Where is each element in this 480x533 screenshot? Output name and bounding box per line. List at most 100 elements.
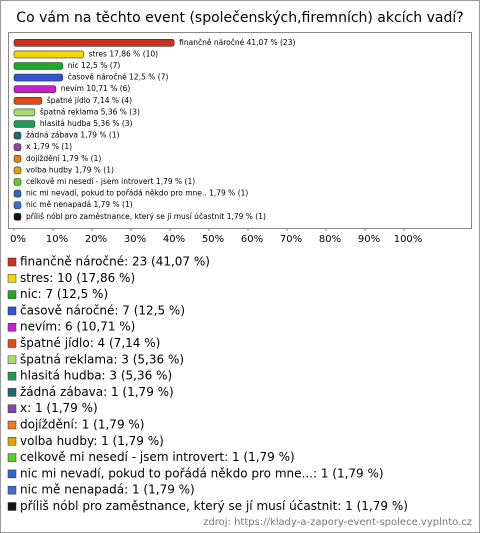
bar <box>13 38 175 47</box>
legend-label: stres: 10 (17,86 %) <box>20 271 135 285</box>
legend-label: časově náročné: 7 (12,5 %) <box>20 303 185 317</box>
bar-label: špatná reklama 5,36 % (3) <box>40 107 140 116</box>
category-label: celkově mi nesedí - jsem introvert <box>26 177 154 186</box>
bar <box>13 108 36 117</box>
bar <box>13 131 22 140</box>
category-label: stres <box>89 49 107 58</box>
value-label: 5,36 % <box>93 119 119 128</box>
count-label: (1) <box>103 165 114 174</box>
legend-label: žádná zábava: 1 (1,79 %) <box>20 385 174 399</box>
value-label: 1,79 % <box>156 177 182 186</box>
count-label: (1) <box>91 154 102 163</box>
legend-label: nic mi nevadí, pokud to pořádá někdo pro… <box>20 466 384 480</box>
x-tick-label: 40% <box>163 234 185 245</box>
category-label: časově náročné <box>68 73 127 82</box>
value-label: 17,86 % <box>109 49 140 58</box>
bar <box>13 213 22 221</box>
count-label: (7) <box>110 61 121 70</box>
count-label: (6) <box>120 84 131 93</box>
bar <box>13 143 22 151</box>
bar-label: nic mi nevadí, pokud to pořádá někdo pro… <box>26 189 248 198</box>
legend-label: příliš nóbl pro zaměstnance, který se jí… <box>20 499 408 513</box>
category-label: nevím <box>61 84 84 93</box>
bar-label: hlasitá hudba 5,36 % (3) <box>40 119 133 128</box>
legend-label: dojíždění: 1 (1,79 %) <box>20 418 144 432</box>
category-label: nic <box>68 61 79 70</box>
x-tick-label: 90% <box>358 234 380 245</box>
legend-swatch <box>7 257 17 267</box>
legend-label: nevím: 6 (10,71 %) <box>20 320 135 334</box>
count-label: (10) <box>143 49 158 58</box>
legend-label: finančně náročné: 23 (41,07 %) <box>20 255 210 269</box>
count-label: (7) <box>158 73 169 82</box>
value-label: 1,79 % <box>75 165 101 174</box>
bar-label: nic 12,5 % (7) <box>68 61 121 70</box>
legend-label: volba hudby: 1 (1,79 %) <box>20 434 164 448</box>
legend-swatch <box>7 355 17 365</box>
category-label: nic mi nevadí, pokud to pořádá někdo pro… <box>26 189 207 198</box>
legend-swatch <box>7 453 17 462</box>
bar-label: časově náročné 12,5 % (7) <box>68 73 169 82</box>
count-label: (4) <box>121 96 132 105</box>
count-label: (1) <box>255 212 266 221</box>
plot-frame <box>8 32 472 229</box>
bar <box>13 50 84 59</box>
count-label: (1) <box>61 142 72 151</box>
bar <box>13 62 64 70</box>
bar <box>13 73 64 82</box>
value-label: 1,79 % <box>93 200 119 209</box>
value-label: 1,79 % <box>209 189 235 198</box>
x-tick-label: 50% <box>202 234 224 245</box>
x-tick-label: 0% <box>10 234 26 245</box>
bar-label: špatné jídlo 7,14 % (4) <box>47 96 132 105</box>
category-label: volba hudby <box>26 165 73 174</box>
bar-label: příliš nóbl pro zaměstnance, který se jí… <box>26 212 266 221</box>
bar-label: nic mě nenapadá 1,79 % (1) <box>26 200 133 209</box>
legend-swatch <box>7 388 17 397</box>
category-label: špatná reklama <box>40 107 98 116</box>
legend-swatch <box>7 437 17 446</box>
value-label: 7,14 % <box>93 96 119 105</box>
legend-swatch <box>7 290 17 299</box>
category-label: x <box>26 142 31 151</box>
value-label: 1,79 % <box>80 131 106 140</box>
count-label: (1) <box>109 131 120 140</box>
legend-label: celkově mi nesedí - jsem introvert: 1 (1… <box>20 450 295 464</box>
legend-swatch <box>7 502 17 511</box>
count-label: (1) <box>238 189 249 198</box>
count-label: (1) <box>122 200 133 209</box>
value-label: 10,71 % <box>86 84 117 93</box>
category-label: hlasitá hudba <box>40 119 91 128</box>
value-label: 1,79 % <box>227 212 253 221</box>
bar-label: stres 17,86 % (10) <box>89 49 159 58</box>
bar-label: žádná zábava 1,79 % (1) <box>26 131 120 140</box>
chart-title: Co vám na těchto event (společenských,fi… <box>16 10 463 26</box>
bar-label: volba hudby 1,79 % (1) <box>26 165 114 174</box>
legend-swatch <box>7 469 17 479</box>
bar-label: x 1,79 % (1) <box>26 142 72 151</box>
x-tick-label: 30% <box>124 234 146 245</box>
count-label: (23) <box>280 38 295 47</box>
bar <box>13 155 22 163</box>
value-label: 1,79 % <box>62 154 88 163</box>
legend-swatch <box>7 485 17 495</box>
legend-label: x: 1 (1,79 %) <box>20 401 98 415</box>
value-label: 41,07 % <box>247 38 278 47</box>
bar <box>13 85 57 93</box>
category-label: finančně náročné <box>179 38 244 47</box>
legend-label: hlasitá hudba: 3 (5,36 %) <box>20 369 172 383</box>
category-label: špatné jídlo <box>47 96 91 105</box>
category-label: příliš nóbl pro zaměstnance, který se jí… <box>26 212 224 221</box>
legend-swatch <box>7 274 17 283</box>
legend-label: špatná reklama: 3 (5,36 %) <box>20 352 184 366</box>
bar-label: dojíždění 1,79 % (1) <box>26 154 101 163</box>
bar <box>13 120 36 128</box>
x-tick-label: 70% <box>280 234 302 245</box>
legend-swatch <box>7 339 17 348</box>
bar-label: celkově mi nesedí - jsem introvert 1,79 … <box>26 177 195 186</box>
source: zdroj: https://klady-a-zapory-event-spol… <box>203 517 472 528</box>
legend-label: špatné jídlo: 4 (7,14 %) <box>20 336 160 350</box>
value-label: 12,5 % <box>81 61 107 70</box>
x-tick-label: 100% <box>394 234 423 245</box>
